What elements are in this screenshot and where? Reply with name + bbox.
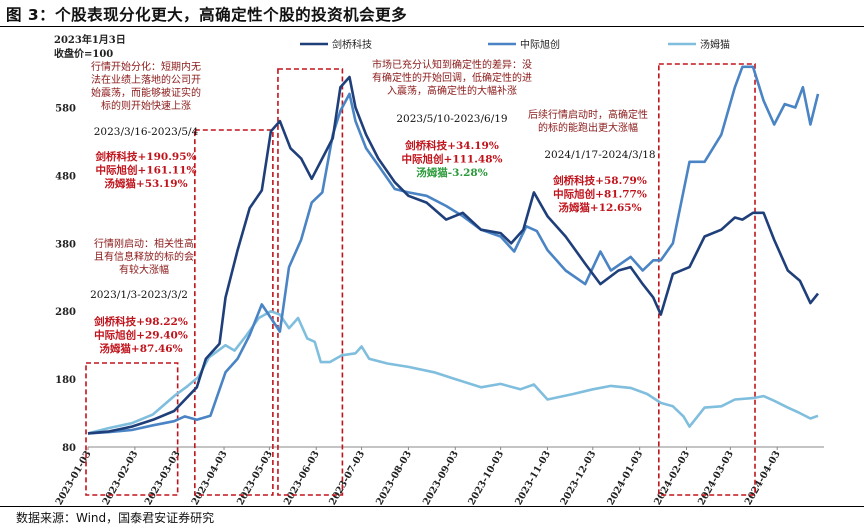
legend-label: 剑桥科技 bbox=[332, 38, 372, 51]
annotation-text: 中际旭创+29.40% bbox=[94, 329, 188, 342]
annotation-text: 中际旭创+81.77% bbox=[553, 188, 647, 201]
y-tick-label: 580 bbox=[55, 104, 76, 115]
x-tick-label: 2024-01-03 bbox=[605, 449, 645, 507]
x-tick-label: 2023-11-03 bbox=[513, 449, 553, 507]
x-tick-label: 2023-08-03 bbox=[374, 449, 414, 507]
annotation-text: 2023/3/16-2023/5/4 bbox=[94, 126, 199, 138]
x-tick-label: 2023-06-03 bbox=[282, 449, 322, 507]
x-tick-label: 2023-09-03 bbox=[421, 449, 461, 507]
bottom-rule bbox=[0, 506, 864, 507]
highlight-period-box bbox=[194, 129, 274, 496]
annotation-text: 剑桥科技+58.79% bbox=[552, 174, 647, 187]
x-tick-label: 2023-03-03 bbox=[143, 449, 183, 507]
annotation-text: 行情刚启动：相关性高 bbox=[94, 237, 194, 250]
source-note: 数据来源：Wind，国泰君安证券研究 bbox=[16, 511, 215, 525]
highlight-period-box bbox=[658, 63, 756, 496]
annotation-text: 剑桥科技+34.19% bbox=[404, 139, 499, 152]
series-line bbox=[87, 75, 820, 435]
annotation-text: 入震荡，高确定性的大幅补涨 bbox=[387, 84, 517, 97]
x-tick-label: 2023-04-03 bbox=[190, 449, 230, 507]
annotation-text: 汤姆猫+53.19% bbox=[104, 177, 187, 190]
figure-title: 图 3：个股表现分化更大，高确定性个股的投资机会更多 bbox=[6, 6, 408, 24]
x-tick-label: 2023-02-03 bbox=[101, 449, 141, 507]
x-tick-label: 2024-03-03 bbox=[696, 449, 736, 507]
highlight-period-box bbox=[277, 68, 344, 496]
top-rule bbox=[0, 26, 864, 27]
base-note: 2023年1月3日 bbox=[54, 33, 126, 46]
y-tick-label: 480 bbox=[55, 171, 76, 182]
annotation-text: 行情开始分化：短期内无 bbox=[91, 60, 201, 73]
y-tick-label: 180 bbox=[55, 375, 76, 386]
annotation-text: 汤姆猫+12.65% bbox=[558, 201, 641, 214]
annotation-text: 标的则开始快速上涨 bbox=[101, 99, 191, 112]
y-tick-label: 380 bbox=[55, 239, 76, 250]
annotation-text: 市场已充分认知到确定性的差异：没 bbox=[372, 58, 532, 71]
annotation-text: 2023/1/3-2023/3/2 bbox=[90, 289, 188, 301]
annotation-text: 始震荡，而能够被证实的 bbox=[91, 86, 201, 99]
x-tick-label: 2023-07-03 bbox=[327, 449, 367, 507]
x-tick-label: 2023-05-03 bbox=[235, 449, 275, 507]
series-line bbox=[87, 65, 820, 435]
y-tick-label: 80 bbox=[62, 443, 76, 454]
x-tick-label: 2023-01-03 bbox=[54, 449, 94, 507]
annotation-text: 的标的能跑出更大涨幅 bbox=[538, 121, 638, 134]
annotation-text: 汤姆猫-3.28% bbox=[416, 166, 487, 179]
annotation-text: 汤姆猫+87.46% bbox=[99, 342, 182, 355]
annotation-text: 后续行情启动时，高确定性 bbox=[528, 108, 648, 121]
annotation-text: 中际旭创+111.48% bbox=[402, 153, 503, 166]
y-tick-label: 280 bbox=[55, 307, 76, 318]
annotation-text: 中际旭创+161.11% bbox=[96, 164, 197, 177]
legend-label: 中际旭创 bbox=[520, 38, 560, 51]
annotation-text: 且有信息释放的标的会 bbox=[94, 250, 194, 263]
annotation-text: 有较大涨幅 bbox=[119, 263, 169, 276]
annotation-text: 剑桥科技+190.95% bbox=[95, 150, 197, 163]
x-tick-label: 2023-10-03 bbox=[466, 449, 506, 507]
annotation-text: 2024/1/17-2024/3/18 bbox=[544, 149, 655, 161]
x-tick-label: 2024-04-03 bbox=[743, 449, 783, 507]
annotation-text: 法在业绩上落地的公司开 bbox=[91, 73, 201, 86]
x-tick-label: 2023-12-03 bbox=[558, 449, 598, 507]
base-note: 收盘价=100 bbox=[54, 47, 113, 60]
series-line bbox=[87, 309, 819, 435]
legend-label: 汤姆猫 bbox=[700, 38, 730, 51]
annotation-text: 有确定性的开始回调，低确定性的进 bbox=[372, 71, 532, 84]
annotation-text: 剑桥科技+98.22% bbox=[93, 315, 188, 328]
annotation-text: 2023/5/10-2023/6/19 bbox=[396, 113, 507, 125]
